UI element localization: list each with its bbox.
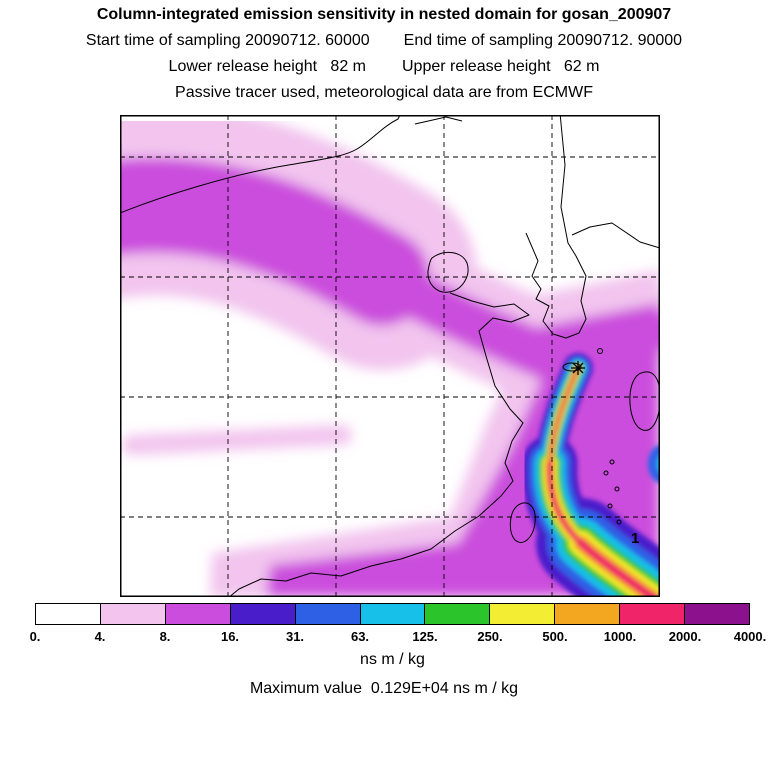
colorbar-tick-label: 1000. [603, 629, 637, 644]
colorbar-segment [165, 604, 231, 624]
end-time-text: End time of sampling 20090712. 90000 [403, 32, 683, 49]
map-frame [120, 115, 660, 597]
sensitivity-map: 1 [120, 115, 660, 597]
plume-layer [648, 445, 660, 483]
bohai-coast [427, 251, 469, 293]
colorbar-tick-label: 0. [29, 629, 41, 644]
colorbar-segment [230, 604, 296, 624]
northeast-coast [571, 222, 660, 249]
receptor-marker-icon [571, 361, 585, 375]
china-coast [228, 292, 530, 597]
upper-release-height-text: Upper release height 62 m [402, 58, 600, 75]
colorbar-segment [685, 604, 749, 624]
border-line [414, 116, 463, 125]
colorbar-tick-label: 2000. [668, 629, 702, 644]
plume-layer [359, 255, 599, 391]
colorbar-tick-label: 4000. [733, 629, 767, 644]
colorbar-tick-label: 250. [477, 629, 503, 644]
colorbar-segment [555, 604, 621, 624]
jeju-coast [562, 362, 582, 372]
max-value-text: Maximum value 0.129E+04 ns m / kg [249, 680, 519, 697]
colorbar-tick-label: 63. [350, 629, 370, 644]
colorbar-tick-label: 4. [94, 629, 106, 644]
colorbar-segment [360, 604, 426, 624]
colorbar-segment [490, 604, 556, 624]
plume-layer [122, 425, 352, 455]
sensitivity-plume-core [522, 353, 660, 597]
island [607, 503, 613, 509]
colorbar-tick-label: 31. [285, 629, 305, 644]
plume-layer [565, 313, 660, 384]
release-heights-row: Lower release height 82 m Upper release … [0, 58, 768, 76]
colorbar-segment [36, 604, 101, 624]
colorbar-tick-label: 125. [412, 629, 438, 644]
colorbar-ticks: 0. 4. 8. 16. 31. 63. 125. 250. 500. 1000. 2000. 400… [30, 629, 767, 646]
lower-release-height-text: Lower release height 82 m [168, 58, 366, 75]
colorbar-segment [100, 604, 166, 624]
plume-layer [548, 366, 580, 465]
island [616, 519, 622, 525]
receptor-number-label: 1 [631, 530, 639, 547]
colorbar-units-label: ns m / kg [360, 651, 425, 668]
colorbar-tick-label: 16. [220, 629, 240, 644]
taiwan-coast [509, 502, 536, 543]
sampling-times-row: Start time of sampling 20090712. 60000 E… [0, 32, 768, 50]
colorbar-segment [425, 604, 491, 624]
start-time-text: Start time of sampling 20090712. 60000 [85, 32, 370, 49]
colorbar-segment [620, 604, 686, 624]
island [609, 459, 615, 465]
plume-layer [120, 157, 430, 326]
kyushu-coast [629, 371, 660, 431]
plume-layer [577, 539, 659, 597]
island [614, 486, 620, 492]
colorbar-tick-label: 500. [542, 629, 568, 644]
colorbar-segment [295, 604, 361, 624]
island [597, 348, 603, 354]
coastlines [120, 115, 660, 597]
plume-layer [547, 460, 584, 546]
colorbar-tick-label: 8. [159, 629, 171, 644]
border-line [120, 115, 401, 214]
tracer-met-text: Passive tracer used, meteorological data… [175, 84, 593, 101]
colorbar [35, 603, 750, 625]
figure-title: Column-integrated emission sensitivity i… [96, 6, 672, 23]
island [603, 470, 609, 476]
korea-coast [525, 115, 587, 339]
gridlines [120, 115, 660, 597]
sensitivity-plume-washes [120, 115, 660, 597]
